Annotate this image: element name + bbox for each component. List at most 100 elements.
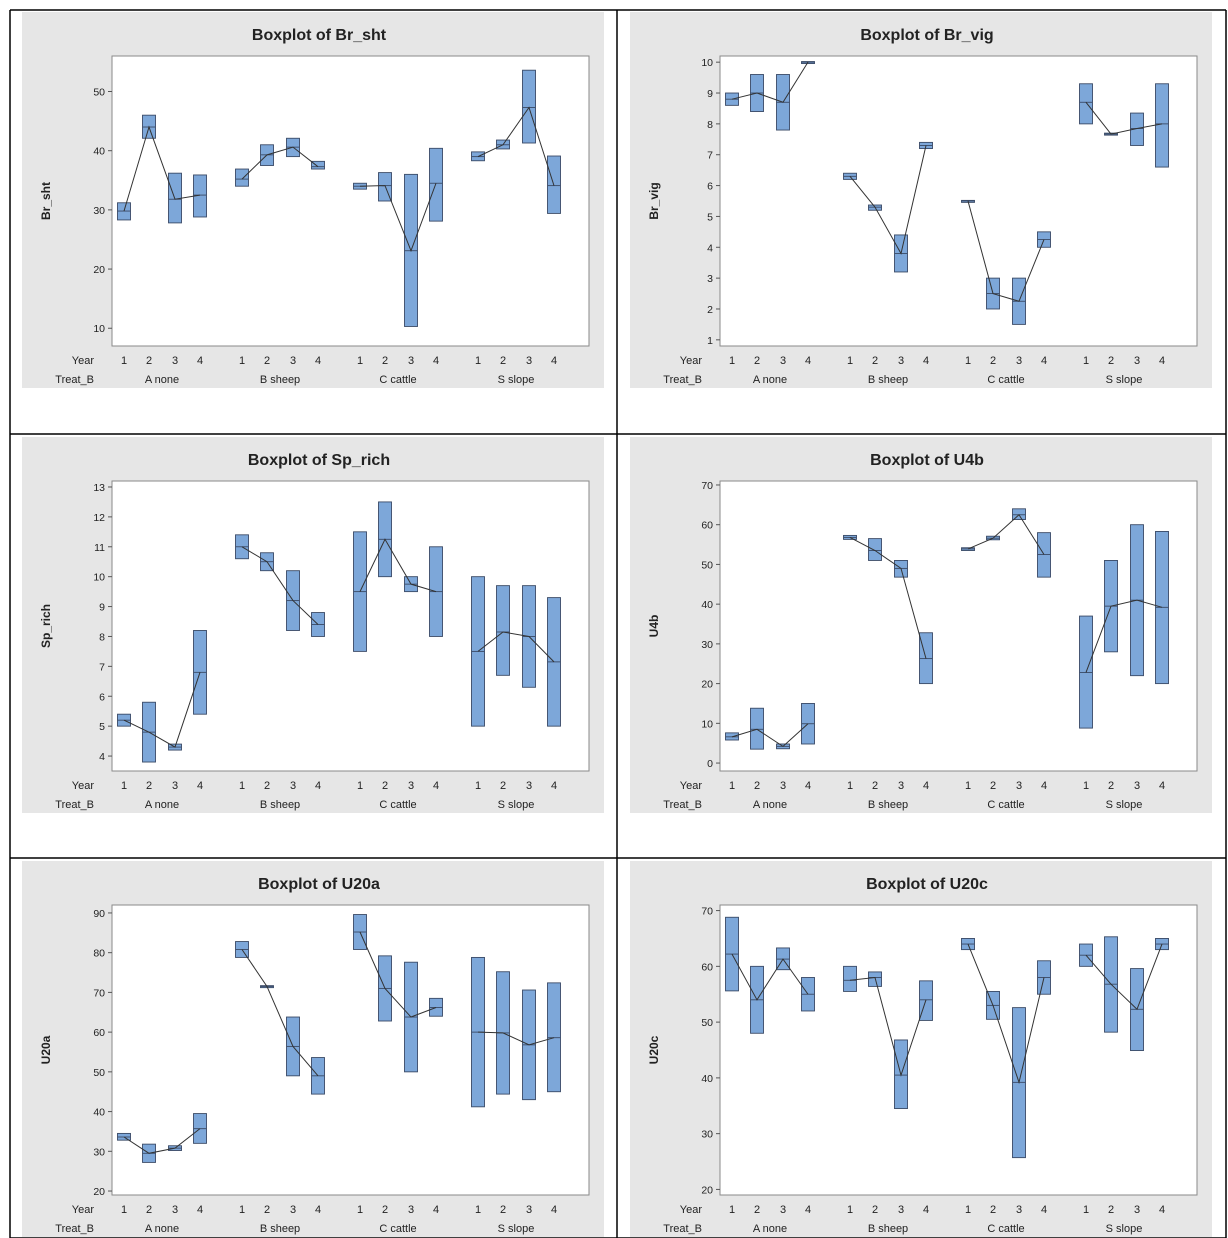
y-tick-label: 2 bbox=[707, 304, 713, 316]
x-tick-label: 1 bbox=[1083, 1204, 1089, 1216]
x-tick-label: 2 bbox=[872, 1204, 878, 1216]
x-tick-label: 2 bbox=[754, 1204, 760, 1216]
median-connect-line bbox=[849, 145, 927, 255]
y-tick-label: 30 bbox=[701, 639, 713, 651]
x-tick-label: 2 bbox=[146, 780, 152, 792]
x-tick-label: 4 bbox=[805, 1204, 811, 1216]
x-group-label: B sheep bbox=[868, 374, 908, 386]
y-tick-label: 10 bbox=[701, 57, 713, 69]
box bbox=[522, 69, 536, 144]
y-axis-label: U4b bbox=[647, 615, 661, 638]
x-tick-label: 4 bbox=[1159, 1204, 1165, 1216]
x-tick-label: 1 bbox=[847, 1204, 853, 1216]
y-tick-label: 40 bbox=[93, 146, 105, 158]
x-row-label-treat: Treat_B bbox=[663, 1223, 702, 1235]
box bbox=[496, 585, 510, 676]
x-tick-label: 3 bbox=[290, 1204, 296, 1216]
y-tick-label: 20 bbox=[93, 1186, 105, 1198]
x-tick-label: 1 bbox=[475, 355, 481, 367]
box bbox=[750, 707, 764, 750]
x-tick-label: 3 bbox=[780, 1204, 786, 1216]
chart-title: Boxplot of Br_sht bbox=[252, 27, 387, 44]
y-tick-label: 4 bbox=[707, 242, 713, 254]
x-tick-label: 1 bbox=[965, 780, 971, 792]
x-tick-label: 3 bbox=[1016, 355, 1022, 367]
x-tick-label: 3 bbox=[526, 1204, 532, 1216]
x-tick-label: 3 bbox=[408, 355, 414, 367]
x-tick-label: 4 bbox=[197, 355, 203, 367]
median-connect-line bbox=[967, 200, 1045, 302]
x-tick-label: 2 bbox=[500, 1204, 506, 1216]
x-tick-label: 4 bbox=[551, 780, 557, 792]
x-tick-label: 3 bbox=[780, 355, 786, 367]
y-tick-label: 10 bbox=[701, 718, 713, 730]
y-axis-label: U20c bbox=[647, 1035, 661, 1064]
median-connect-line bbox=[241, 546, 319, 625]
y-axis-label: Br_sht bbox=[39, 182, 53, 220]
x-group-label: C cattle bbox=[379, 374, 416, 386]
median-connect-line bbox=[477, 1031, 555, 1046]
x-row-label-treat: Treat_B bbox=[55, 374, 94, 386]
x-group-label: A none bbox=[753, 1223, 787, 1235]
x-tick-label: 1 bbox=[729, 780, 735, 792]
boxplot-chart: Boxplot of Br_sht Br_sht 10 20 30 40 50 Year Tre… bbox=[22, 12, 604, 388]
median-connect-line bbox=[123, 125, 201, 212]
x-tick-label: 2 bbox=[1108, 780, 1114, 792]
y-tick-label: 60 bbox=[701, 520, 713, 532]
x-tick-label: 3 bbox=[1134, 1204, 1140, 1216]
x-tick-label: 4 bbox=[433, 355, 439, 367]
y-tick-label: 3 bbox=[707, 273, 713, 285]
x-group-label: B sheep bbox=[868, 1223, 908, 1235]
x-tick-label: 1 bbox=[1083, 780, 1089, 792]
y-tick-label: 6 bbox=[99, 691, 105, 703]
y-tick-label: 60 bbox=[701, 961, 713, 973]
x-tick-label: 3 bbox=[1134, 780, 1140, 792]
x-tick-label: 2 bbox=[264, 355, 270, 367]
x-tick-label: 1 bbox=[121, 780, 127, 792]
x-row-label-year: Year bbox=[72, 780, 95, 792]
y-tick-label: 50 bbox=[701, 559, 713, 571]
box bbox=[868, 538, 882, 561]
x-tick-label: 3 bbox=[290, 355, 296, 367]
y-tick-label: 50 bbox=[701, 1017, 713, 1029]
x-tick-label: 3 bbox=[780, 780, 786, 792]
y-tick-label: 40 bbox=[701, 1073, 713, 1085]
x-tick-label: 4 bbox=[923, 355, 929, 367]
x-tick-label: 2 bbox=[382, 355, 388, 367]
x-tick-label: 3 bbox=[1016, 1204, 1022, 1216]
x-tick-label: 3 bbox=[172, 355, 178, 367]
x-tick-label: 4 bbox=[923, 780, 929, 792]
x-tick-label: 1 bbox=[847, 780, 853, 792]
x-group-label: C cattle bbox=[987, 1223, 1024, 1235]
x-tick-label: 4 bbox=[315, 780, 321, 792]
median-connect-line bbox=[359, 538, 437, 593]
x-group-label: S slope bbox=[1106, 374, 1143, 386]
x-row-label-treat: Treat_B bbox=[663, 374, 702, 386]
x-tick-label: 3 bbox=[1134, 355, 1140, 367]
x-tick-label: 3 bbox=[526, 780, 532, 792]
y-tick-label: 7 bbox=[99, 661, 105, 673]
x-group-label: S slope bbox=[498, 374, 535, 386]
x-group-label: C cattle bbox=[987, 799, 1024, 811]
x-tick-label: 4 bbox=[923, 1204, 929, 1216]
x-tick-label: 4 bbox=[805, 355, 811, 367]
x-tick-label: 4 bbox=[1159, 355, 1165, 367]
x-tick-label: 4 bbox=[551, 355, 557, 367]
x-tick-label: 4 bbox=[315, 355, 321, 367]
x-group-label: S slope bbox=[498, 799, 535, 811]
y-tick-label: 12 bbox=[93, 512, 105, 524]
y-tick-label: 70 bbox=[701, 906, 713, 918]
x-tick-label: 2 bbox=[264, 1204, 270, 1216]
median-connect-line bbox=[477, 106, 555, 186]
plot-area bbox=[719, 55, 1198, 347]
x-tick-label: 2 bbox=[872, 780, 878, 792]
x-tick-label: 2 bbox=[500, 355, 506, 367]
x-tick-label: 1 bbox=[239, 1204, 245, 1216]
x-tick-label: 1 bbox=[729, 1204, 735, 1216]
y-tick-label: 90 bbox=[93, 908, 105, 920]
x-tick-label: 2 bbox=[500, 780, 506, 792]
x-tick-label: 2 bbox=[264, 780, 270, 792]
median-connect-line bbox=[1085, 943, 1163, 1011]
x-tick-label: 1 bbox=[1083, 355, 1089, 367]
x-tick-label: 1 bbox=[965, 355, 971, 367]
